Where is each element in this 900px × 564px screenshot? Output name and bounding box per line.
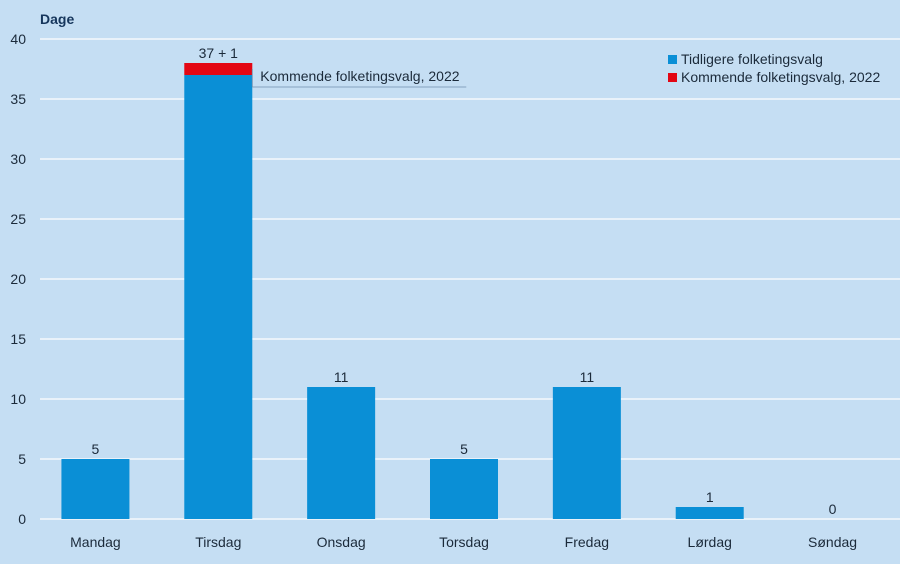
y-tick-label-40: 40	[10, 31, 26, 47]
x-tick-label-søndag: Søndag	[808, 534, 857, 550]
y-tick-label-10: 10	[10, 391, 26, 407]
bar-tirsdag-series-0	[184, 75, 253, 519]
x-tick-label-lørdag: Lørdag	[688, 534, 732, 550]
legend-swatch-1	[668, 73, 677, 82]
data-label-søndag: 0	[829, 501, 837, 517]
x-tick-label-tirsdag: Tirsdag	[195, 534, 241, 550]
legend-label-0: Tidligere folketingsvalg	[681, 51, 823, 67]
bar-lørdag-series-0	[675, 507, 744, 519]
x-tick-labels: Mandag Tirsdag Onsdag Torsdag Fredag Lørdag Sø…	[70, 534, 857, 550]
y-tick-label-15: 15	[10, 331, 26, 347]
data-label-mandag: 5	[92, 441, 100, 457]
bar-fredag-series-0	[552, 387, 621, 519]
x-tick-label-mandag: Mandag	[70, 534, 121, 550]
legend-label-1: Kommende folketingsvalg, 2022	[681, 69, 880, 85]
y-tick-label-35: 35	[10, 91, 26, 107]
y-tick-label-25: 25	[10, 211, 26, 227]
bar-torsdag-series-0	[430, 459, 498, 519]
y-tick-label-20: 20	[10, 271, 26, 287]
bar-onsdag-series-0	[307, 387, 376, 519]
data-label-onsdag: 11	[334, 369, 349, 385]
y-tick-labels: 0 5 10 15 20 25 30 35 40	[10, 31, 26, 527]
legend-swatch-0	[668, 55, 677, 64]
data-label-fredag: 11	[580, 369, 595, 385]
bar-tirsdag-series-1	[184, 63, 253, 75]
y-axis-label: Dage	[40, 11, 74, 27]
y-tick-label-30: 30	[10, 151, 26, 167]
annotation: Kommende folketingsvalg, 2022	[251, 68, 467, 88]
data-label-torsdag: 5	[460, 441, 468, 457]
x-tick-label-fredag: Fredag	[565, 534, 609, 550]
x-tick-label-onsdag: Onsdag	[317, 534, 366, 550]
y-tick-label-0: 0	[18, 511, 26, 527]
legend: Tidligere folketingsvalg Kommende folketi…	[668, 51, 880, 85]
y-tick-label-5: 5	[18, 451, 26, 467]
data-label-lørdag: 1	[706, 489, 714, 505]
bars	[61, 63, 744, 519]
data-label-tirsdag: 37 + 1	[199, 45, 239, 61]
x-tick-label-torsdag: Torsdag	[439, 534, 489, 550]
annotation-text: Kommende folketingsvalg, 2022	[260, 68, 459, 84]
bar-mandag-series-0	[61, 459, 130, 519]
